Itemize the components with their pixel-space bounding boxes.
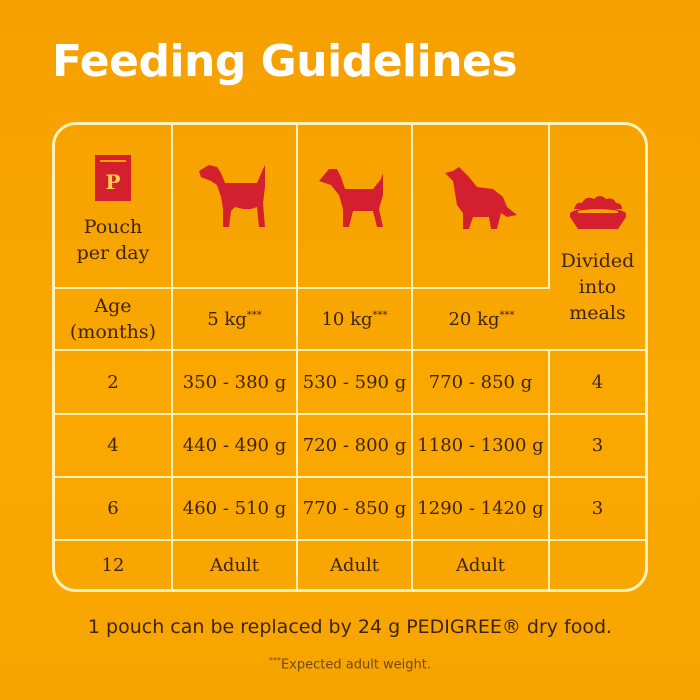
pouch-label-2: per day: [76, 242, 150, 264]
meals-cell: [550, 541, 645, 589]
large-dog-icon: [444, 167, 517, 229]
pouch-label: Pouch: [83, 216, 143, 238]
footnote: ***Expected adult weight.: [268, 656, 432, 673]
amount-cell: 530 - 590 g: [298, 351, 413, 415]
meals-cell: 3: [550, 415, 645, 478]
table-row: 12 Adult Adult Adult: [55, 541, 645, 589]
amount-cell: 460 - 510 g: [173, 478, 298, 541]
food-bowl-icon: [569, 196, 626, 229]
amount-cell: Adult: [173, 541, 298, 589]
meals-cell: 3: [550, 478, 645, 541]
age-cell: 4: [55, 415, 173, 478]
svg-text:P: P: [105, 170, 120, 194]
small-dog-cell: [173, 125, 298, 289]
pouch-icon: P: [95, 155, 131, 201]
meals-cell: 4: [550, 351, 645, 415]
weight-header-20kg: 20 kg***: [413, 289, 550, 351]
weight-header-10kg: 10 kg***: [298, 289, 413, 351]
medium-dog-icon: [318, 169, 383, 227]
page-title: Feeding Guidelines: [52, 36, 518, 87]
amount-cell: 350 - 380 g: [173, 351, 298, 415]
amount-cell: 770 - 850 g: [413, 351, 550, 415]
large-dog-cell: [413, 125, 550, 289]
amount-cell: 720 - 800 g: [298, 415, 413, 478]
age-cell: 12: [55, 541, 173, 589]
amount-cell: 1180 - 1300 g: [413, 415, 550, 478]
age-header: Age (months): [55, 289, 173, 351]
amount-cell: Adult: [298, 541, 413, 589]
age-cell: 6: [55, 478, 173, 541]
footer-note: 1 pouch can be replaced by 24 g PEDIGREE…: [87, 616, 613, 638]
table-row: 4 440 - 490 g 720 - 800 g 1180 - 1300 g …: [55, 415, 645, 478]
table-row: 6 460 - 510 g 770 - 850 g 1290 - 1420 g …: [55, 478, 645, 541]
small-dog-icon: [198, 165, 265, 227]
amount-cell: 1290 - 1420 g: [413, 478, 550, 541]
feeding-table: P Pouch per day Divided into meals: [52, 122, 648, 592]
amount-cell: Adult: [413, 541, 550, 589]
meals-label-2: into: [578, 276, 617, 298]
amount-cell: 770 - 850 g: [298, 478, 413, 541]
age-cell: 2: [55, 351, 173, 415]
meals-label-3: meals: [569, 302, 626, 324]
meals-label: Divided: [560, 250, 635, 272]
medium-dog-cell: [298, 125, 413, 289]
amount-cell: 440 - 490 g: [173, 415, 298, 478]
weight-header-5kg: 5 kg***: [173, 289, 298, 351]
pouch-header-cell: P Pouch per day: [55, 125, 173, 289]
meals-header-cell: Divided into meals: [550, 125, 645, 351]
table-row: 2 350 - 380 g 530 - 590 g 770 - 850 g 4: [55, 351, 645, 415]
